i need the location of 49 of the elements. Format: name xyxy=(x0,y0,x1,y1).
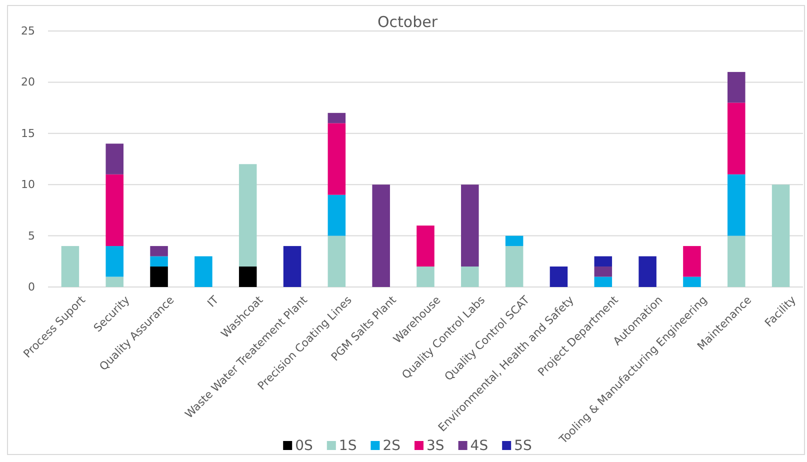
y-tick-label: 10 xyxy=(21,178,35,192)
legend-label: 4S xyxy=(470,438,488,454)
legend-label: 0S xyxy=(295,438,314,454)
bar xyxy=(328,112,346,124)
legend-label: 2S xyxy=(382,438,401,454)
legend-label: 1S xyxy=(338,438,357,454)
bar xyxy=(106,246,124,277)
bar xyxy=(594,256,612,267)
bar xyxy=(638,256,656,287)
bar xyxy=(728,236,746,287)
bar xyxy=(150,256,168,267)
bar xyxy=(728,102,746,174)
bar xyxy=(505,236,524,246)
bar xyxy=(150,266,168,287)
x-tick-label: IT xyxy=(204,293,222,310)
bar xyxy=(238,266,257,287)
bar xyxy=(328,236,346,287)
bar xyxy=(728,72,746,103)
legend-label: 3S xyxy=(426,438,444,454)
chart-title: October xyxy=(377,13,438,31)
y-tick-label: 0 xyxy=(28,280,35,294)
bar xyxy=(683,276,701,287)
bar xyxy=(238,164,257,267)
bar xyxy=(683,246,701,277)
bar xyxy=(328,123,346,195)
bar xyxy=(461,184,479,267)
bar xyxy=(772,184,790,287)
bar xyxy=(194,256,212,287)
bar xyxy=(594,266,612,277)
bar xyxy=(328,194,346,236)
bar xyxy=(61,246,80,287)
bar xyxy=(283,246,302,287)
bar xyxy=(550,266,568,287)
y-tick-label: 20 xyxy=(21,76,35,89)
bar xyxy=(416,226,434,267)
y-tick-label: 25 xyxy=(21,24,35,38)
y-tick-label: 15 xyxy=(21,126,35,140)
bar xyxy=(150,246,168,256)
bar xyxy=(728,174,746,236)
y-tick-label: 5 xyxy=(28,229,35,242)
bar xyxy=(461,266,479,287)
bar xyxy=(416,266,434,287)
bar xyxy=(594,276,612,287)
bar xyxy=(106,174,124,246)
legend-label: 5S xyxy=(514,438,532,454)
bar xyxy=(505,246,524,287)
bar xyxy=(106,276,124,287)
bar xyxy=(372,184,390,287)
bar xyxy=(106,144,124,174)
